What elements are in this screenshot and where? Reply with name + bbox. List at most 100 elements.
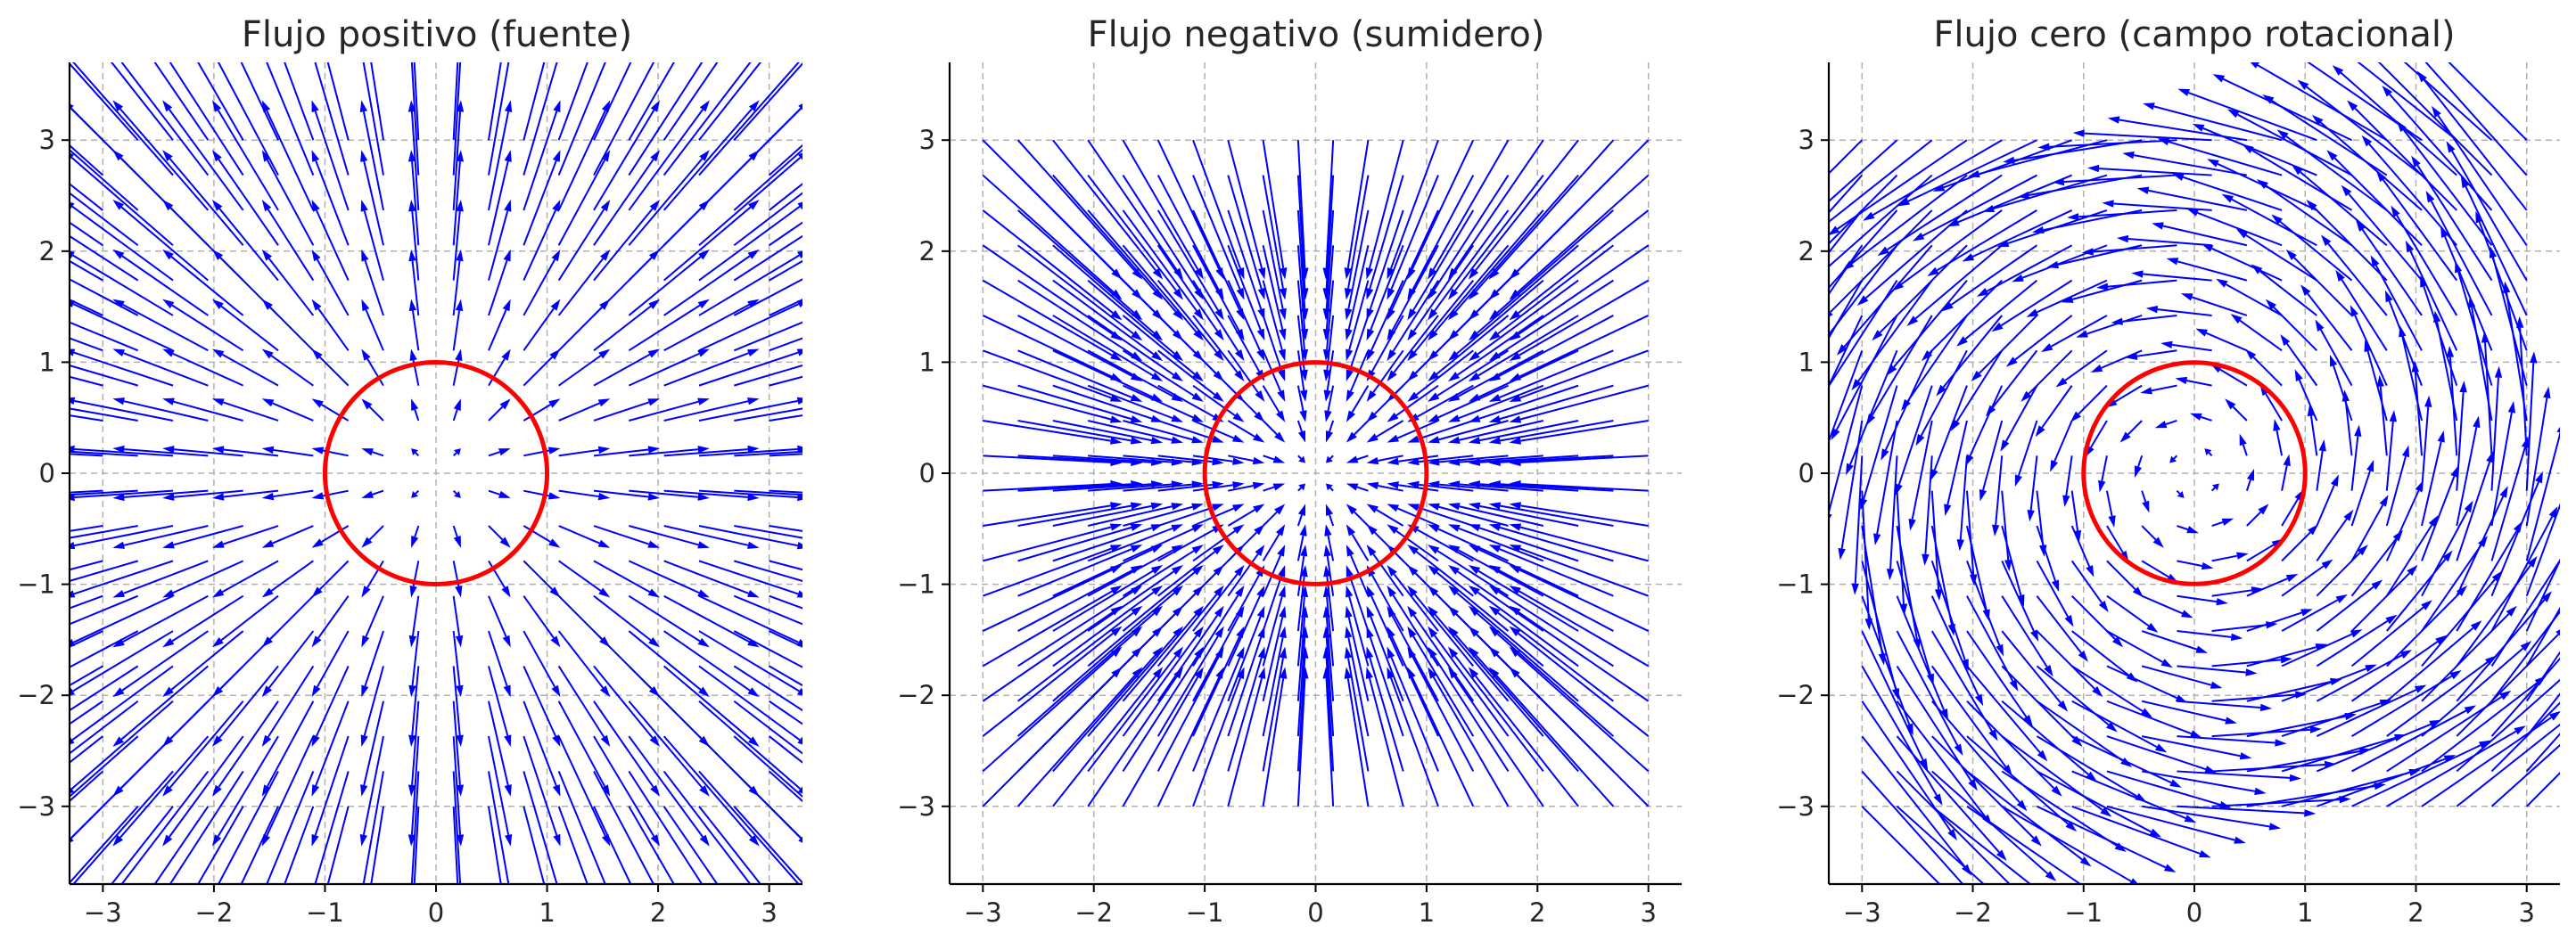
arrow-head [1323, 389, 1331, 402]
arrow-head [1932, 184, 1946, 192]
vector-arrow [270, 560, 314, 592]
arrow-head [697, 397, 710, 405]
vector-arrow [1922, 174, 2037, 237]
vector-arrow [1227, 175, 1263, 290]
vector-arrow [1227, 616, 1262, 702]
vector-arrow [1499, 384, 1614, 421]
vector-arrow [70, 630, 103, 648]
arrow-head [361, 490, 374, 498]
vector-arrow [1087, 634, 1177, 737]
arrow-head [162, 934, 171, 942]
vector-arrow [488, 160, 509, 246]
vector-arrow [1876, 420, 1898, 535]
vector-arrow [1920, 349, 1968, 437]
vector-arrow [769, 183, 802, 211]
vector-arrow [2245, 234, 2317, 282]
vector-arrow [73, 560, 174, 595]
arrow-head [1934, 588, 1943, 602]
vector-arrow [1413, 594, 1475, 668]
vector-arrow [628, 594, 701, 643]
arrow-head [2152, 222, 2164, 230]
vector-arrow [1325, 678, 1335, 807]
arrow-head [1387, 266, 1395, 280]
arrow-head [1150, 564, 1164, 575]
vector-arrow [488, 700, 509, 786]
arrow-head [1509, 331, 1521, 341]
vector-arrow [1348, 596, 1370, 667]
arrow-head [162, 1, 171, 12]
arrow-head [1982, 205, 1996, 213]
arrow-head [1366, 328, 1375, 341]
vector-arrow [1326, 280, 1335, 350]
arrow-head [1279, 605, 1287, 618]
arrow-head [13, 446, 25, 453]
arrow-head [2262, 94, 2275, 104]
arrow-head [1488, 523, 1502, 531]
vector-arrow [2208, 452, 2213, 457]
arrow-head [1325, 430, 1334, 443]
vector-arrow [1930, 630, 1993, 732]
arrow-head [1366, 585, 1375, 598]
arrow-head [1279, 646, 1288, 659]
vector-arrow [593, 525, 650, 545]
vector-arrow [768, 105, 802, 141]
vector-arrow [593, 735, 655, 837]
vector-arrow [1475, 139, 1579, 272]
vector-arrow [2246, 785, 2375, 807]
arrow-head [897, 397, 909, 404]
y-tick-label: 0 [919, 458, 935, 488]
vector-arrow [70, 665, 139, 712]
arrow-head [1252, 456, 1265, 465]
vector-arrow [122, 594, 209, 643]
vector-arrow [769, 337, 802, 352]
arrow-head [261, 348, 274, 359]
arrow-head [112, 835, 124, 847]
vector-arrow [2226, 283, 2283, 316]
vector-arrow [316, 630, 350, 688]
arrow-head [2370, 255, 2380, 267]
arrow-head [112, 541, 125, 549]
y-tick-label: −2 [17, 680, 55, 710]
vector-arrow [1457, 349, 1544, 397]
vector-arrow [2333, 157, 2423, 246]
vector-arrow [2423, 79, 2528, 211]
vector-arrow [2490, 516, 2554, 632]
arrow-head [2258, 504, 2269, 515]
arrow-head [2157, 138, 2170, 146]
vector-arrow [523, 160, 557, 246]
vector-arrow [1942, 315, 2003, 389]
vector-arrow [2177, 525, 2188, 531]
vector-arrow [1896, 770, 2012, 884]
arrow-head [897, 836, 909, 846]
vector-arrow [120, 62, 210, 176]
vector-arrow [1192, 677, 1242, 807]
vector-arrow [174, 489, 243, 498]
arrow-head [70, 590, 76, 598]
arrow-head [1965, 454, 1974, 467]
vector-arrow [1371, 574, 1404, 632]
arrow-head [361, 448, 374, 456]
arrow-head [1509, 352, 1521, 362]
vector-arrow [2141, 805, 2270, 828]
vector-arrow [70, 337, 103, 352]
vector-arrow [2177, 805, 2305, 815]
vector-arrow [663, 560, 749, 594]
arrow-head [1255, 389, 1265, 402]
arrow-head [1428, 545, 1440, 554]
vector-arrow [1896, 700, 1987, 817]
arrow-head [750, 934, 760, 942]
vector-arrow [734, 407, 802, 422]
vector-arrow [2490, 412, 2513, 527]
arrow-head [749, 885, 759, 897]
vector-arrow [982, 653, 1115, 773]
arrow-head [2285, 574, 2299, 583]
arrow-head [1324, 410, 1332, 422]
vector-arrow [523, 62, 558, 176]
arrow-head [359, 883, 361, 884]
vector-arrow [1262, 678, 1285, 807]
vector-arrow [663, 489, 748, 498]
vector-arrow [452, 62, 459, 141]
arrow-head [1109, 394, 1123, 402]
arrow-head [311, 348, 323, 360]
